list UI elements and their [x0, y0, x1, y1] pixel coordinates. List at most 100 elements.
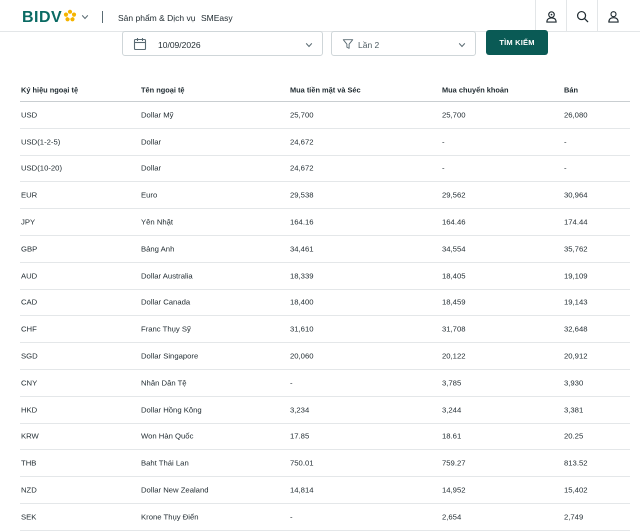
date-value: 10/09/2026 [158, 40, 201, 50]
bidv-logo[interactable]: BIDV [22, 9, 77, 26]
sell: 32,648 [564, 324, 588, 334]
currency-name: Krone Thụy Điển [141, 512, 199, 522]
currency-name: Baht Thái Lan [141, 458, 189, 468]
currency-code: SEK [21, 512, 37, 522]
nav-products-services[interactable]: Sản phẩm & Dịch vụ [118, 13, 196, 23]
account-button[interactable] [597, 0, 628, 32]
table-row: GBP Bảng Anh 34,461 34,554 35,762 [20, 236, 630, 263]
table-header-row: Ký hiệu ngoại tệ Tên ngoại tệ Mua tiền m… [20, 78, 630, 102]
buy-transfer: 29,562 [442, 190, 466, 200]
table-row: SGD Dollar Singapore 20,060 20,122 20,912 [20, 343, 630, 370]
search-icon [576, 10, 588, 22]
exchange-rate-table: Ký hiệu ngoại tệ Tên ngoại tệ Mua tiền m… [20, 78, 630, 531]
buy-cash-cheque: 164.16 [290, 217, 314, 227]
buy-transfer: 3,785 [442, 378, 462, 388]
currency-code: THB [21, 458, 37, 468]
currency-code: HKD [21, 405, 38, 415]
update-version-select[interactable]: Lần 2 [331, 31, 476, 56]
currency-code: JPY [21, 217, 36, 227]
currency-code: USD(10-20) [21, 163, 63, 173]
header-divider [102, 11, 103, 23]
table-row: USD(1-2-5) Dollar 24,672 - - [20, 129, 630, 156]
currency-name: Dollar Hồng Kông [141, 405, 202, 415]
top-header: BIDV Sản phẩm & Dịch vụ SMEasy [0, 0, 640, 32]
buy-transfer: 18.61 [442, 431, 462, 441]
currency-code: EUR [21, 190, 38, 200]
header-currency-name: Tên ngoại tệ [141, 85, 185, 94]
currency-code: AUD [21, 271, 38, 281]
currency-name: Dollar Canada [141, 297, 191, 307]
sell: 3,930 [564, 378, 584, 388]
logo-star-icon [64, 9, 77, 21]
logo-text: BIDV [22, 9, 63, 26]
currency-name: Dollar [141, 137, 162, 147]
account-icon [607, 10, 619, 23]
calendar-icon [133, 38, 147, 51]
user-location-button[interactable] [535, 0, 566, 32]
buy-cash-cheque: 18,339 [290, 271, 314, 281]
sell: 19,109 [564, 271, 588, 281]
header-sell: Bán [564, 85, 578, 94]
buy-cash-cheque: - [290, 378, 293, 388]
buy-cash-cheque: 31,610 [290, 324, 314, 334]
currency-name: Bảng Anh [141, 244, 175, 254]
buy-cash-cheque: 3,234 [290, 405, 310, 415]
currency-name: Won Hàn Quốc [141, 431, 194, 441]
date-picker[interactable]: 10/09/2026 [122, 31, 323, 56]
buy-cash-cheque: 14,814 [290, 485, 314, 495]
currency-name: Dollar New Zealand [141, 485, 209, 495]
table-row: SEK Krone Thụy Điển - 2,654 2,749 [20, 504, 630, 531]
currency-code: USD(1-2-5) [21, 137, 61, 147]
currency-code: NZD [21, 485, 37, 495]
sell: 2,749 [564, 512, 584, 522]
currency-name: Dollar Mỹ [141, 110, 174, 120]
sell: - [564, 137, 567, 147]
table-row: USD Dollar Mỹ 25,700 25,700 26,080 [20, 102, 630, 129]
header-buy-cash-cheque: Mua tiền mặt và Séc [290, 85, 361, 94]
table-row: CHF Franc Thụy Sỹ 31,610 31,708 32,648 [20, 316, 630, 344]
table-row: AUD Dollar Australia 18,339 18,405 19,109 [20, 263, 630, 290]
buy-cash-cheque: 34,461 [290, 244, 314, 254]
table-row: THB Baht Thái Lan 750.01 759.27 813.52 [20, 450, 630, 478]
sell: 30,964 [564, 190, 588, 200]
currency-name: Franc Thụy Sỹ [141, 324, 191, 334]
table-row: KRW Won Hàn Quốc 17.85 18.61 20.25 [20, 424, 630, 451]
buy-transfer: 18,405 [442, 271, 466, 281]
sell: 35,762 [564, 244, 588, 254]
buy-cash-cheque: 25,700 [290, 110, 314, 120]
buy-cash-cheque: 29,538 [290, 190, 314, 200]
search-button[interactable] [566, 0, 597, 32]
buy-transfer: 14,952 [442, 485, 466, 495]
buy-transfer: 31,708 [442, 324, 466, 334]
chevron-down-icon [458, 43, 466, 48]
sell: 813.52 [564, 458, 588, 468]
buy-transfer: 3,244 [442, 405, 462, 415]
buy-transfer: 25,700 [442, 110, 466, 120]
buy-transfer: - [442, 137, 445, 147]
buy-transfer: 18,459 [442, 297, 466, 307]
sell: - [564, 163, 567, 173]
nav-smeasy[interactable]: SMEasy [201, 13, 233, 23]
currency-name: Dollar Australia [141, 271, 193, 281]
table-row: USD(10-20) Dollar 24,672 - - [20, 156, 630, 183]
header-buy-transfer: Mua chuyển khoản [442, 85, 509, 94]
sell: 174.44 [564, 217, 588, 227]
buy-transfer: 20,122 [442, 351, 466, 361]
buy-cash-cheque: 24,672 [290, 137, 314, 147]
user-location-icon [545, 10, 557, 23]
buy-transfer: 164.46 [442, 217, 466, 227]
search-submit-button[interactable]: TÌM KIẾM [486, 30, 548, 55]
table-row: EUR Euro 29,538 29,562 30,964 [20, 182, 630, 210]
currency-code: SGD [21, 351, 38, 361]
chevron-down-icon[interactable] [81, 13, 89, 21]
currency-code: GBP [21, 244, 38, 254]
currency-name: Euro [141, 190, 158, 200]
currency-code: CNY [21, 378, 38, 388]
currency-name: Yên Nhật [141, 217, 174, 227]
sell: 20.25 [564, 431, 584, 441]
filter-icon [342, 39, 354, 49]
chevron-down-icon [305, 43, 313, 48]
buy-transfer: - [442, 163, 445, 173]
buy-cash-cheque: 18,400 [290, 297, 314, 307]
currency-name: Dollar Singapore [141, 351, 199, 361]
